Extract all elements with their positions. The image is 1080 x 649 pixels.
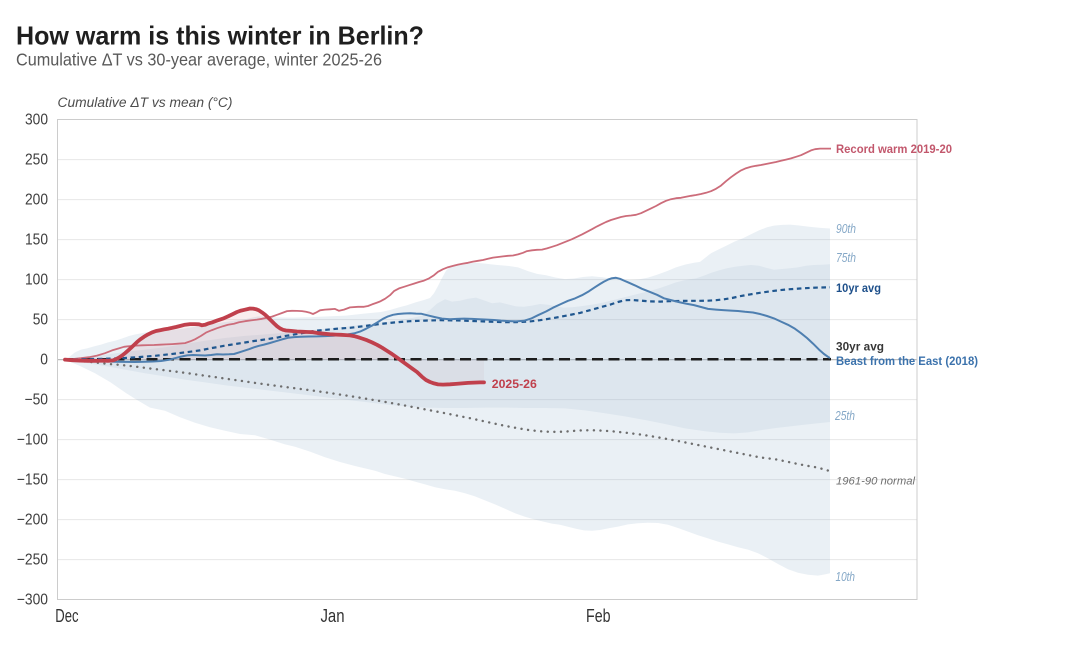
svg-text:300: 300 (25, 112, 48, 129)
svg-text:100: 100 (25, 272, 48, 289)
svg-text:Beast from the East (2018): Beast from the East (2018) (836, 355, 978, 368)
svg-text:0: 0 (40, 352, 48, 369)
svg-text:25th: 25th (834, 408, 855, 423)
svg-text:50: 50 (33, 312, 49, 329)
svg-text:Cumulative ΔT vs 30-year avera: Cumulative ΔT vs 30-year average, winter… (16, 50, 382, 70)
svg-text:250: 250 (25, 152, 48, 169)
svg-text:Record warm 2019-20: Record warm 2019-20 (836, 143, 952, 156)
svg-text:30yr avg: 30yr avg (836, 341, 884, 354)
svg-text:Cumulative ΔT vs mean (°C): Cumulative ΔT vs mean (°C) (58, 95, 233, 110)
svg-text:−50: −50 (25, 392, 49, 409)
svg-text:10yr avg: 10yr avg (836, 282, 881, 295)
svg-text:Jan: Jan (320, 605, 344, 626)
svg-text:Feb: Feb (586, 605, 611, 626)
svg-text:2025-26: 2025-26 (492, 377, 537, 391)
svg-text:90th: 90th (836, 221, 856, 236)
svg-text:75th: 75th (836, 250, 856, 265)
svg-text:10th: 10th (836, 569, 856, 584)
svg-text:−100: −100 (17, 432, 49, 449)
svg-text:−200: −200 (17, 512, 49, 529)
svg-text:150: 150 (25, 232, 48, 249)
svg-text:Dec: Dec (55, 605, 78, 626)
svg-text:−250: −250 (17, 552, 49, 569)
svg-text:1961-90 normal: 1961-90 normal (836, 476, 915, 488)
svg-text:−150: −150 (17, 472, 49, 489)
svg-text:How warm is this winter in Ber: How warm is this winter in Berlin? (16, 21, 424, 51)
svg-text:200: 200 (25, 192, 48, 209)
svg-text:−300: −300 (17, 592, 49, 609)
